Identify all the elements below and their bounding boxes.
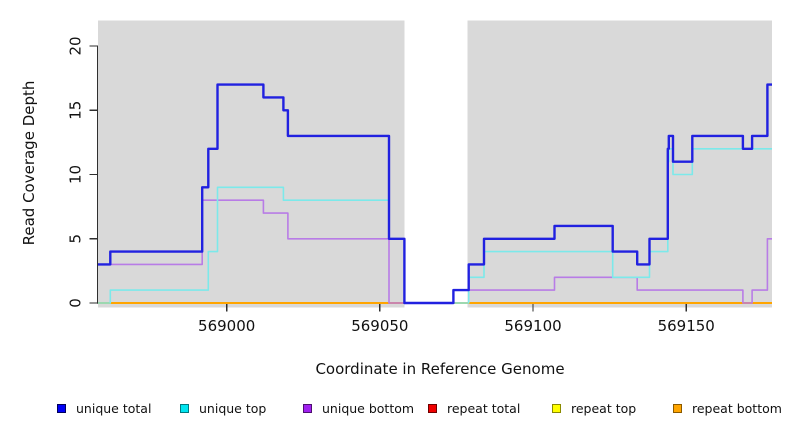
legend-item-unique-top: unique top [180, 400, 266, 416]
legend-label: repeat top [571, 400, 637, 416]
y-tick-label: 20 [67, 36, 85, 55]
legend-swatch-icon [552, 403, 561, 413]
legend-item-repeat-bottom: repeat bottom [673, 400, 782, 416]
legend-swatch-icon [303, 403, 312, 413]
x-tick-label: 569150 [658, 317, 715, 335]
legend-swatch-icon [180, 403, 189, 413]
y-axis-title: Read Coverage Depth [20, 80, 38, 246]
legend-label: unique bottom [322, 400, 415, 416]
y-tick-label: 15 [67, 101, 85, 120]
legend-label: repeat bottom [692, 400, 782, 416]
series-line-unique-bottom [98, 199, 772, 304]
legend-item-unique-bottom: unique bottom [303, 400, 414, 416]
x-tick-label: 569100 [504, 317, 561, 335]
x-tick-label: 569050 [351, 317, 408, 335]
legend-swatch-icon [428, 403, 437, 413]
y-tick-label: 10 [67, 165, 85, 184]
y-tick-label: 0 [67, 298, 85, 308]
y-tick-label: 5 [67, 234, 85, 244]
legend-swatch-icon [57, 403, 66, 413]
series-line-unique-total [98, 83, 772, 305]
legend-label: repeat total [447, 400, 521, 416]
x-axis-title: Coordinate in Reference Genome [315, 360, 565, 378]
legend-label: unique top [199, 400, 267, 416]
shaded-region [467, 20, 772, 308]
shaded-region [98, 20, 405, 308]
legend-swatch-icon [673, 403, 682, 413]
legend-item-unique-total: unique total [57, 400, 151, 416]
legend-item-repeat-top: repeat top [552, 400, 636, 416]
legend: unique total unique top unique bottom repea… [0, 398, 792, 422]
x-tick-label: 569000 [198, 317, 255, 335]
legend-label: unique total [76, 400, 152, 416]
legend-item-repeat-total: repeat total [428, 400, 520, 416]
